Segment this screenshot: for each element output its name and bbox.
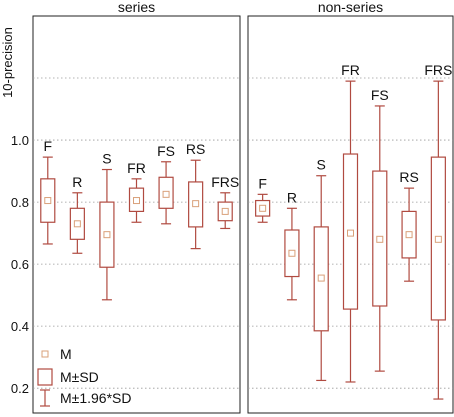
mean-marker	[73, 220, 81, 228]
sd-box	[284, 229, 300, 278]
box-label: F	[44, 138, 53, 154]
box-label: FR	[127, 160, 146, 176]
box-fr	[342, 80, 359, 383]
box-rs	[188, 159, 204, 250]
box-label: R	[287, 189, 297, 205]
y-tick-label: 0.2	[11, 381, 29, 396]
sd-box	[217, 201, 233, 222]
y-tick-label: 0.8	[11, 195, 29, 210]
legend-label-sd: M±SD	[60, 369, 99, 385]
sd-box	[128, 187, 145, 212]
box-label: FR	[341, 62, 360, 78]
box-label: S	[102, 151, 111, 167]
box-r	[69, 192, 85, 254]
panel-frame	[247, 15, 454, 414]
mean-marker	[221, 207, 229, 215]
mean-marker	[347, 229, 354, 237]
box-label: RS	[186, 141, 205, 157]
box-rs	[401, 187, 417, 282]
box-r	[284, 207, 300, 301]
box-s	[99, 168, 115, 301]
sd-box	[313, 226, 329, 332]
sd-box	[430, 156, 446, 321]
legend-label-ci: M±1.96*SD	[60, 390, 132, 406]
mean-marker	[288, 249, 296, 257]
mean-marker	[162, 190, 170, 198]
sd-box	[158, 176, 174, 209]
y-tick-label: 0.6	[11, 257, 29, 272]
sd-box	[342, 153, 359, 310]
box-f	[255, 193, 271, 223]
sd-box	[372, 170, 388, 307]
box-fs	[158, 161, 174, 225]
box-f	[40, 156, 56, 245]
box-label: FS	[371, 87, 389, 103]
legend-box-symbol	[37, 368, 53, 386]
box-label: FRS	[211, 174, 239, 190]
legend-mean-symbol	[41, 350, 49, 358]
box-label: RS	[399, 169, 418, 185]
y-tick-label: 1.0	[11, 133, 29, 148]
y-axis-label: 10-precision	[0, 27, 15, 98]
box-label: R	[72, 174, 82, 190]
panel-title: non-series	[318, 0, 383, 15]
panel-title: series	[118, 0, 155, 15]
y-tick-label: 0.4	[11, 319, 29, 334]
mean-marker	[405, 231, 413, 239]
box-frs	[430, 80, 446, 400]
sd-box	[40, 178, 56, 223]
sd-box	[99, 201, 115, 268]
panel-frame	[32, 15, 241, 414]
box-fr	[128, 178, 145, 223]
sd-box	[69, 207, 85, 240]
legend-label-mean: M	[60, 346, 72, 362]
mean-marker	[103, 231, 111, 239]
mean-marker	[376, 235, 384, 243]
box-label: FRS	[424, 62, 452, 78]
mean-marker	[192, 200, 200, 208]
mean-marker	[133, 197, 140, 205]
box-label: FS	[157, 143, 175, 159]
mean-marker	[434, 235, 442, 243]
mean-marker	[44, 197, 52, 205]
box-frs	[217, 192, 233, 230]
box-s	[313, 175, 329, 382]
mean-marker	[259, 204, 267, 212]
sd-box	[188, 181, 204, 228]
box-fs	[372, 105, 388, 372]
mean-marker	[317, 274, 325, 282]
box-label: S	[317, 157, 326, 173]
sd-box	[401, 210, 417, 259]
sd-box	[255, 199, 271, 217]
box-label: F	[258, 175, 267, 191]
